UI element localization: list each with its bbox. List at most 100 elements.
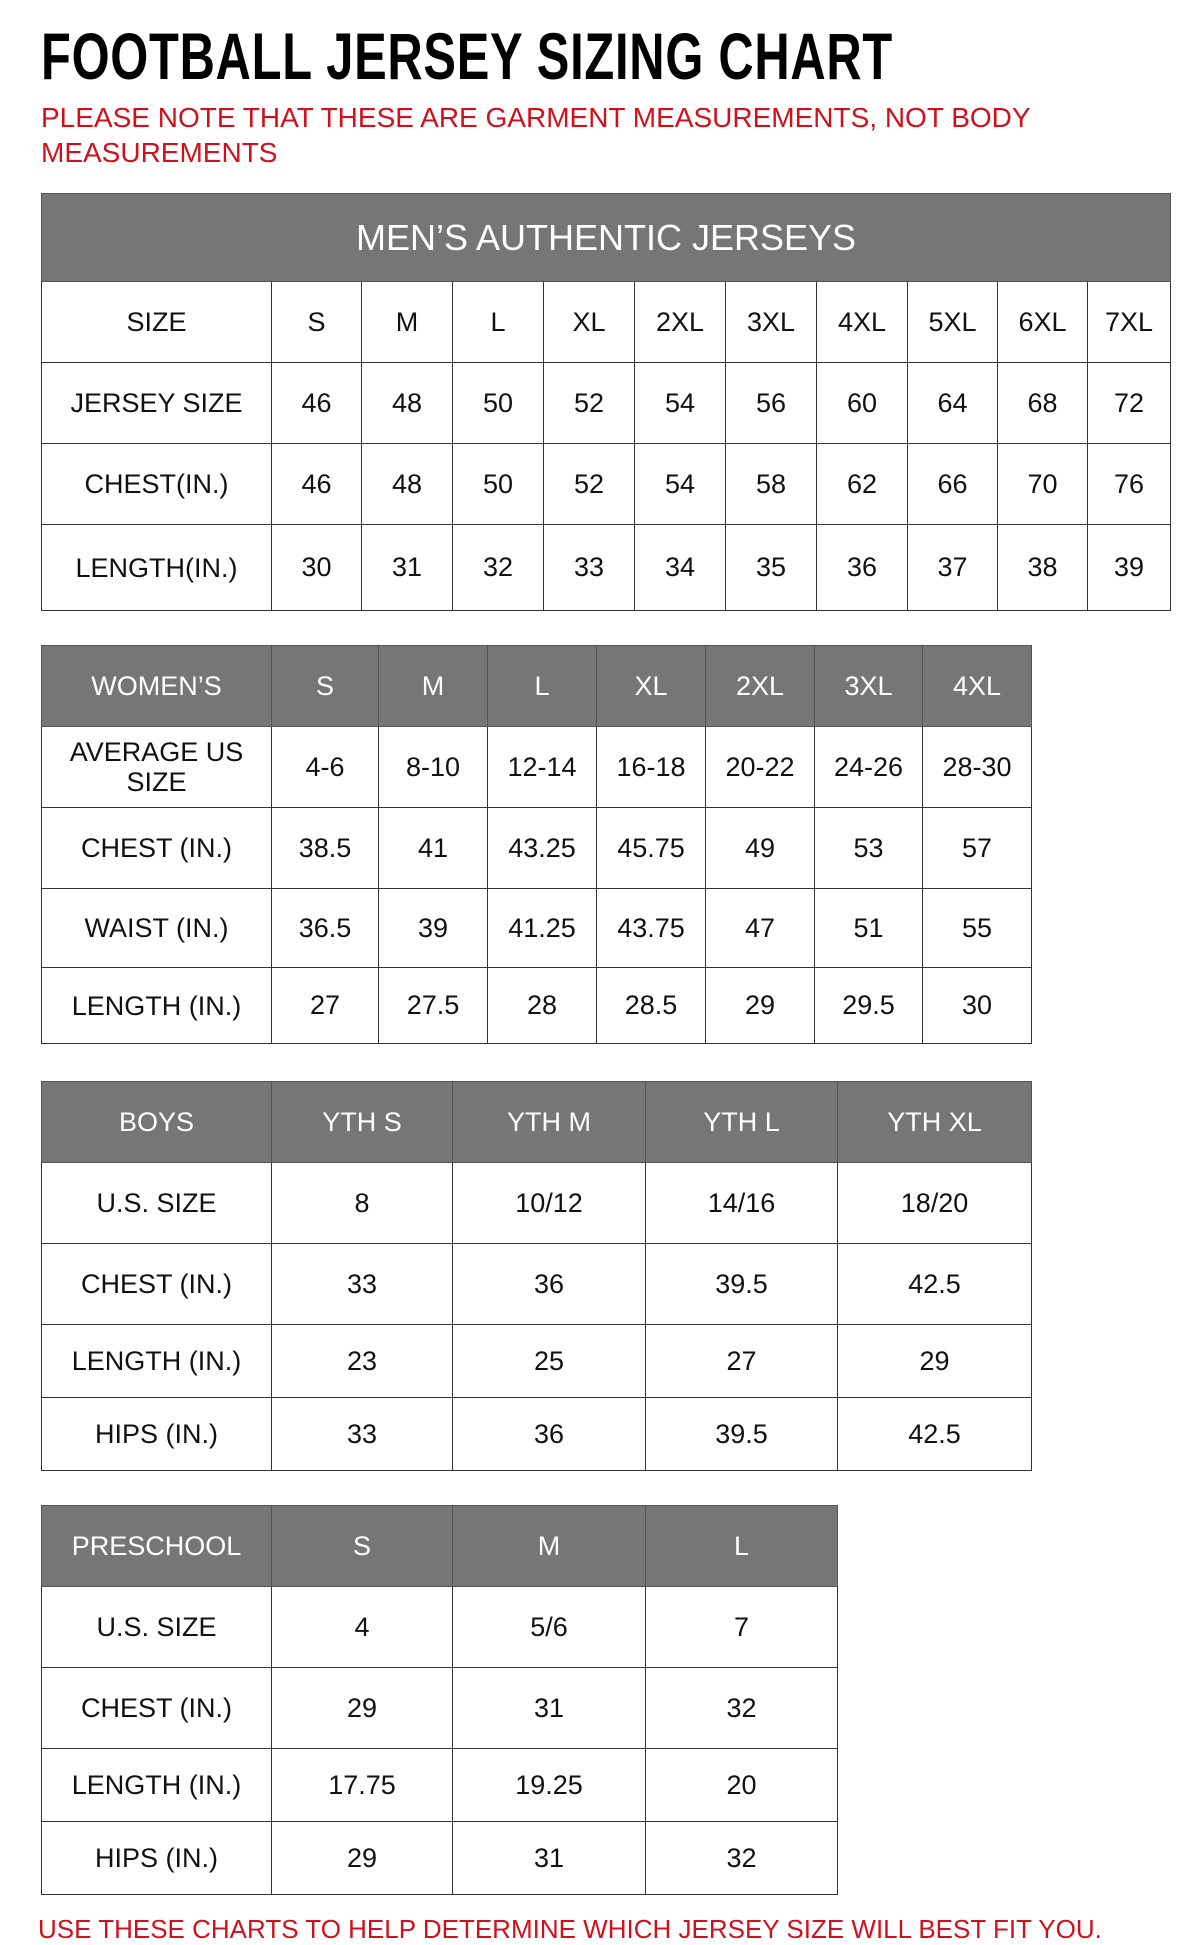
column-header: 6XL <box>997 281 1088 363</box>
table-cell: 36 <box>816 524 908 611</box>
table-cell: 41 <box>378 807 488 889</box>
table-cell: 20 <box>645 1748 838 1822</box>
column-header: L <box>645 1505 838 1587</box>
table-cell: 47 <box>705 888 815 968</box>
table-cell: 76 <box>1086 443 1172 525</box>
table-cell: 64 <box>907 362 998 444</box>
footer-note: USE THESE CHARTS TO HELP DETERMINE WHICH… <box>38 1914 1102 1944</box>
row-label: HIPS (IN.) <box>41 1821 272 1895</box>
table-cell: 35 <box>725 524 817 611</box>
table-cell: 4-6 <box>271 726 379 808</box>
table-cell: 8 <box>271 1162 453 1244</box>
row-label: HIPS (IN.) <box>41 1397 272 1471</box>
table-row: AVERAGE US SIZE 4-6 8-10 12-14 16-18 20-22 24-… <box>41 726 1032 808</box>
column-header: L <box>452 281 544 363</box>
column-header: 2XL <box>705 645 815 727</box>
table-cell: 32 <box>645 1821 838 1895</box>
table-cell: 29.5 <box>814 967 923 1044</box>
table-cell: 51 <box>814 888 923 968</box>
table-cell: 24-26 <box>814 726 923 808</box>
preschool-size-table: PRESCHOOL S M L U.S. SIZE 4 5/6 7 CHEST (IN.) 29 3… <box>41 1505 838 1895</box>
table-cell: 46 <box>271 443 362 525</box>
row-label: CHEST (IN.) <box>41 807 272 889</box>
table-cell: 33 <box>271 1243 453 1325</box>
column-header: WOMEN’S <box>41 645 272 727</box>
table-cell: 29 <box>271 1667 453 1749</box>
table-cell: 52 <box>543 362 635 444</box>
table-cell: 30 <box>922 967 1032 1044</box>
column-header: S <box>271 645 379 727</box>
table-cell: 8-10 <box>378 726 488 808</box>
row-label: LENGTH (IN.) <box>41 1748 272 1822</box>
table-cell: 39.5 <box>645 1243 838 1325</box>
table-row: U.S. SIZE 8 10/12 14/16 18/20 <box>41 1162 1032 1244</box>
table-cell: 20-22 <box>705 726 815 808</box>
table-cell: 38 <box>997 524 1088 611</box>
table-cell: 50 <box>452 443 544 525</box>
table-cell: 39.5 <box>645 1397 838 1471</box>
table-cell: 33 <box>271 1397 453 1471</box>
table-cell: 23 <box>271 1324 453 1398</box>
table-cell: 34 <box>634 524 726 611</box>
table-row: CHEST (IN.) 29 31 32 <box>41 1667 838 1749</box>
table-row: LENGTH (IN.) 17.75 19.25 20 <box>41 1748 838 1822</box>
table-cell: 48 <box>361 443 453 525</box>
table-cell: 14/16 <box>645 1162 838 1244</box>
table-row: U.S. SIZE 4 5/6 7 <box>41 1586 838 1668</box>
table-row: WAIST (IN.) 36.5 39 41.25 43.75 47 51 55 <box>41 888 1032 968</box>
row-label: CHEST (IN.) <box>41 1667 272 1749</box>
table-cell: 49 <box>705 807 815 889</box>
column-header: XL <box>543 281 635 363</box>
column-header: 2XL <box>634 281 726 363</box>
column-header: L <box>487 645 597 727</box>
table-cell: 31 <box>452 1667 646 1749</box>
row-label: U.S. SIZE <box>41 1586 272 1668</box>
table-cell: 33 <box>543 524 635 611</box>
column-header: XL <box>596 645 706 727</box>
column-header: 5XL <box>907 281 998 363</box>
table-cell: 62 <box>816 443 908 525</box>
table-cell: 41.25 <box>487 888 597 968</box>
table-cell: 32 <box>645 1667 838 1749</box>
column-header: SIZE <box>41 281 272 363</box>
page-title: FOOTBALL JERSEY SIZING CHART <box>41 19 893 93</box>
table-row: HIPS (IN.) 33 36 39.5 42.5 <box>41 1397 1032 1471</box>
column-header: S <box>271 1505 453 1587</box>
table-cell: 43.75 <box>596 888 706 968</box>
table-cell: 36 <box>452 1243 646 1325</box>
column-header: 4XL <box>816 281 908 363</box>
table-cell: 31 <box>361 524 453 611</box>
table-cell: 42.5 <box>837 1243 1032 1325</box>
table-cell: 27 <box>645 1324 838 1398</box>
table-cell: 29 <box>271 1821 453 1895</box>
womens-size-table: WOMEN’S S M L XL 2XL 3XL 4XL AVERAGE US SIZE 4-6 8… <box>41 645 1032 1044</box>
mens-size-table: MEN’S AUTHENTIC JERSEYS SIZE S M L XL 2XL 3XL 4X… <box>40 193 1172 611</box>
table-cell: 30 <box>271 524 362 611</box>
column-header: S <box>271 281 362 363</box>
table-cell: 68 <box>997 362 1088 444</box>
row-label: CHEST(IN.) <box>41 443 272 525</box>
table-cell: 4 <box>271 1586 453 1668</box>
table-cell: 36 <box>452 1397 646 1471</box>
table-cell: 28.5 <box>596 967 706 1044</box>
column-header: 4XL <box>922 645 1032 727</box>
column-header: YTH S <box>271 1081 453 1163</box>
table-cell: 5/6 <box>452 1586 646 1668</box>
table-cell: 36.5 <box>271 888 379 968</box>
table-cell: 28 <box>487 967 597 1044</box>
column-header: 3XL <box>725 281 817 363</box>
table-cell: 29 <box>705 967 815 1044</box>
table-row: HIPS (IN.) 29 31 32 <box>41 1821 838 1895</box>
table-cell: 50 <box>452 362 544 444</box>
row-label: LENGTH(IN.) <box>41 524 272 611</box>
column-header: BOYS <box>41 1081 272 1163</box>
column-header: YTH L <box>645 1081 838 1163</box>
table-cell: 58 <box>725 443 817 525</box>
garment-note: PLEASE NOTE THAT THESE ARE GARMENT MEASU… <box>41 102 1031 168</box>
table-row: LENGTH(IN.) 30 31 32 33 34 35 36 37 38 39 <box>41 524 1172 611</box>
boys-size-table: BOYS YTH S YTH M YTH L YTH XL U.S. SIZE 8 10/12… <box>41 1081 1032 1471</box>
table-cell: 55 <box>922 888 1032 968</box>
table-row: LENGTH (IN.) 23 25 27 29 <box>41 1324 1032 1398</box>
column-header: 7XL <box>1086 281 1172 363</box>
table-cell: 19.25 <box>452 1748 646 1822</box>
